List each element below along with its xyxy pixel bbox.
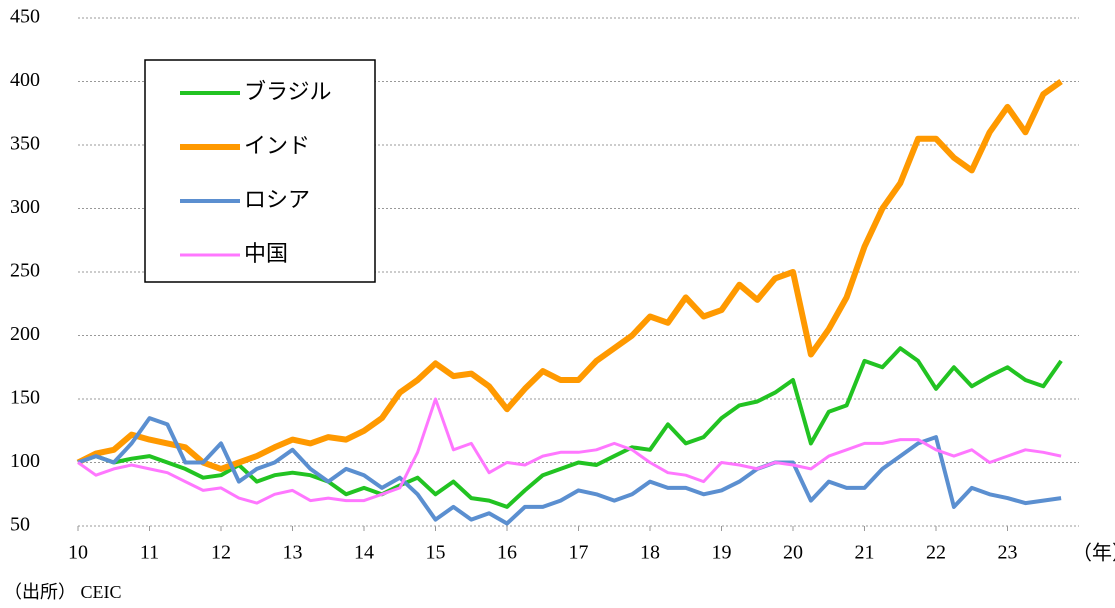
x-tick-label: 22 xyxy=(926,542,946,564)
x-tick-label: 18 xyxy=(640,542,660,564)
legend-label: インド xyxy=(244,134,310,159)
x-tick-label: 19 xyxy=(712,542,732,564)
source: （出所） CEIC xyxy=(4,582,122,602)
series-line xyxy=(77,416,1062,526)
y-tick-label: 200 xyxy=(10,323,40,345)
y-tick-label: 400 xyxy=(10,69,40,91)
y-tick-label: 150 xyxy=(10,387,40,409)
legend-label: ブラジル xyxy=(244,80,332,105)
x-axis-label: （年） xyxy=(1072,542,1115,565)
x-tick-label: 13 xyxy=(283,542,303,564)
series-line xyxy=(76,79,1063,472)
x-tick-label: 15 xyxy=(426,542,446,564)
x-tick-label: 14 xyxy=(354,542,374,564)
y-tick-label: 450 xyxy=(10,6,40,28)
x-tick-label: 20 xyxy=(783,542,803,564)
y-tick-label: 300 xyxy=(10,196,40,218)
legend-box xyxy=(144,59,376,283)
series-line xyxy=(77,346,1063,509)
x-tick-label: 23 xyxy=(998,542,1018,564)
x-tick-label: 11 xyxy=(140,542,159,564)
y-tick-label: 250 xyxy=(10,260,40,282)
x-tick-label: 10 xyxy=(68,542,88,564)
legend-label: 中国 xyxy=(244,242,288,267)
x-tick-label: 16 xyxy=(497,542,517,564)
y-tick-label: 100 xyxy=(10,450,40,472)
x-tick-label: 12 xyxy=(211,542,231,564)
x-tick-label: 17 xyxy=(569,542,589,564)
series-line xyxy=(77,397,1062,505)
y-tick-label: 50 xyxy=(10,514,30,536)
y-tick-label: 350 xyxy=(10,133,40,155)
x-tick-label: 21 xyxy=(855,542,875,564)
legend-label: ロシア xyxy=(244,188,310,213)
